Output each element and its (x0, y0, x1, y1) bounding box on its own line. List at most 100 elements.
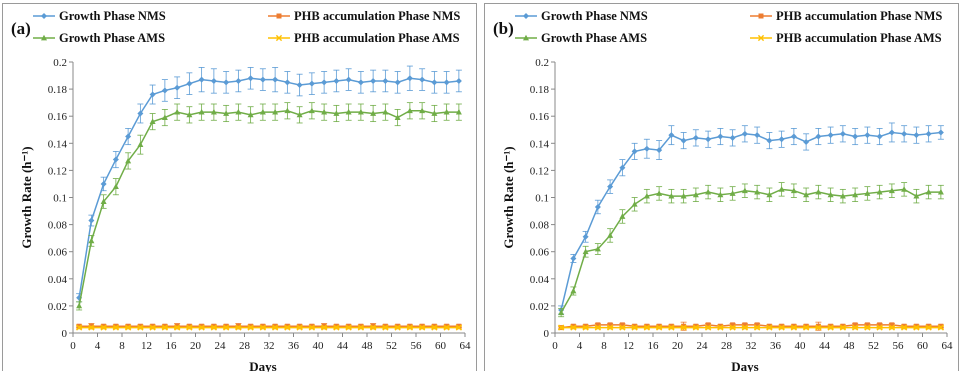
data-point (112, 183, 119, 190)
data-point (864, 132, 871, 139)
data-point (901, 130, 908, 137)
y-tick-label: 0.18 (48, 84, 68, 96)
series-phb-accumulation-phase-ams (76, 324, 462, 331)
x-tick-label: 12 (141, 340, 152, 352)
data-point (394, 324, 401, 331)
x-tick-label: 16 (166, 340, 178, 352)
data-point (76, 302, 83, 309)
data-point (766, 324, 773, 331)
data-point (125, 133, 132, 140)
data-point (852, 133, 859, 140)
legend-label: PHB accumulation Phase NMS (776, 9, 942, 23)
series-growth-phase-nms (76, 65, 462, 303)
data-point (582, 324, 589, 331)
data-point (558, 309, 565, 316)
data-point (925, 130, 932, 137)
y-tick-label: 0 (544, 328, 550, 340)
y-tick-label: 0.06 (48, 247, 68, 259)
x-tick-label: 48 (362, 340, 374, 352)
data-point (827, 132, 834, 139)
data-point (717, 324, 724, 331)
series-line (78, 77, 459, 298)
x-tick-label: 40 (795, 340, 807, 352)
data-point (419, 324, 426, 331)
x-tick-label: 40 (313, 340, 325, 352)
data-point (296, 111, 303, 118)
x-tick-label: 16 (648, 340, 660, 352)
x-tick-label: 64 (460, 340, 472, 352)
data-point (210, 77, 217, 84)
data-point (754, 324, 761, 331)
data-point (100, 180, 107, 187)
data-point (876, 188, 883, 195)
legend-marker (41, 34, 47, 41)
data-point (174, 324, 181, 331)
data-point (803, 191, 810, 198)
data-point (137, 110, 144, 117)
data-point (296, 324, 303, 331)
legend-label: Growth Phase AMS (59, 31, 165, 45)
data-point (443, 324, 450, 331)
data-point (161, 324, 168, 331)
data-point (112, 156, 119, 163)
legend-marker (758, 13, 764, 19)
data-point (864, 322, 870, 328)
data-point (174, 108, 181, 115)
data-point (631, 148, 638, 155)
data-point (186, 324, 193, 331)
series-growth-phase-ams (558, 182, 944, 318)
legend-label: Growth Phase AMS (541, 31, 647, 45)
data-point (272, 324, 279, 331)
y-axis-title: Growth Rate (h⁻¹) (501, 146, 516, 248)
chart-panel-a: (a) Growth Phase NMS PHB accumulation Phas… (2, 3, 477, 372)
data-point (754, 188, 761, 195)
data-point (876, 133, 883, 140)
data-point (88, 237, 95, 244)
data-point (594, 324, 601, 331)
data-point (705, 322, 711, 328)
x-tick-label: 36 (288, 340, 300, 352)
data-point (394, 79, 401, 86)
data-point (668, 324, 675, 331)
data-point (235, 108, 242, 115)
data-point (766, 137, 773, 144)
data-point (754, 132, 761, 139)
data-point (125, 324, 132, 331)
data-point (406, 75, 413, 82)
data-point (730, 322, 736, 328)
y-tick-label: 0.12 (530, 165, 549, 177)
x-axis-title: Days (249, 359, 276, 372)
x-tick-label: 28 (721, 340, 733, 352)
data-point (198, 108, 205, 115)
data-point (272, 76, 279, 83)
data-point (370, 110, 377, 116)
data-point (827, 191, 834, 198)
data-point (198, 76, 205, 83)
data-point (321, 79, 328, 86)
data-point (729, 324, 736, 331)
legend-item-growth-phase-ams: Growth Phase AMS (515, 31, 647, 45)
y-tick-label: 0.1 (535, 193, 549, 205)
data-point (607, 232, 614, 238)
data-point (852, 324, 859, 331)
data-point (803, 324, 810, 331)
data-point (864, 324, 871, 331)
x-tick-label: 44 (819, 340, 831, 352)
x-tick-label: 20 (190, 340, 202, 352)
data-point (631, 201, 638, 207)
data-point (419, 107, 426, 114)
legend-item-phb-accumulation-phase-nms: PHB accumulation Phase NMS (750, 9, 942, 23)
y-tick-label: 0.18 (530, 84, 550, 96)
data-point (888, 324, 895, 331)
data-point (370, 324, 377, 331)
data-point (790, 324, 797, 331)
series-phb-accumulation-phase-nms (558, 321, 944, 331)
data-point (594, 245, 601, 252)
y-tick-label: 0.16 (530, 111, 550, 123)
data-point (839, 130, 846, 137)
legend-label: PHB accumulation Phase NMS (294, 9, 460, 23)
data-point (889, 322, 895, 328)
data-point (815, 324, 822, 331)
legend-item-growth-phase-nms: Growth Phase NMS (33, 9, 166, 23)
y-tick-label: 0.2 (535, 57, 549, 69)
